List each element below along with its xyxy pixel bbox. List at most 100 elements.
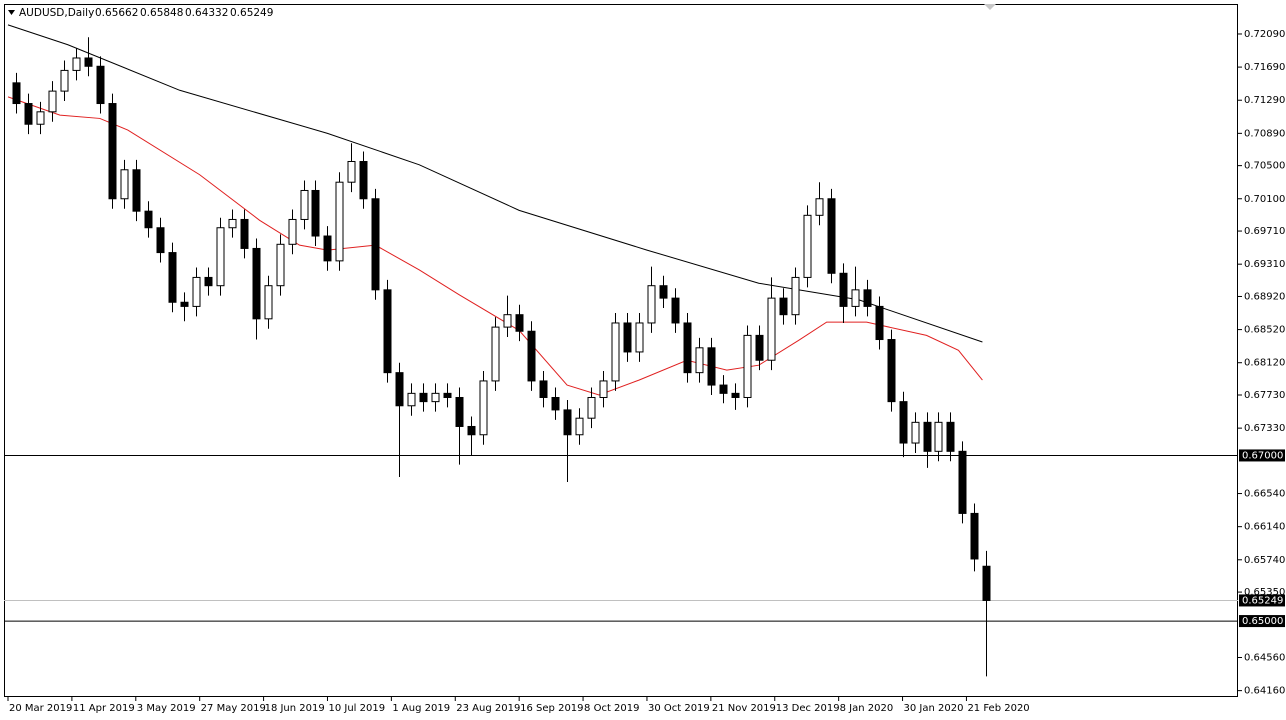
candle-body-up xyxy=(120,169,129,200)
x-tick-label: 21 Nov 2019 xyxy=(712,703,776,714)
candle-body-up xyxy=(407,392,416,407)
candle-body-down xyxy=(527,330,536,382)
candle-body-down xyxy=(623,322,632,353)
y-tick-label: 0.66140 xyxy=(1244,522,1285,533)
last-price-line-label: 0.65249 xyxy=(1242,595,1283,606)
x-tick-label: 10 Jul 2019 xyxy=(328,703,385,714)
candle-body-down xyxy=(419,392,428,403)
header-close: 0.65249 xyxy=(230,7,273,19)
candle-body-down xyxy=(84,57,93,67)
header-high: 0.65848 xyxy=(140,7,183,19)
candle-body-down xyxy=(779,297,788,316)
candle-body-up xyxy=(647,285,656,324)
y-tick-label: 0.69310 xyxy=(1244,259,1285,270)
candle-body-down xyxy=(827,198,836,274)
candle-body-down xyxy=(899,401,908,444)
candle-body-down xyxy=(539,380,548,398)
candle-body-up xyxy=(491,326,500,382)
candle-body-down xyxy=(467,425,476,436)
y-tick-label: 0.67330 xyxy=(1244,423,1285,434)
candle-body-up xyxy=(911,421,920,444)
candle-body-down xyxy=(395,372,404,407)
candle-body-down xyxy=(671,297,680,324)
candle-body-up xyxy=(216,227,225,287)
candle-body-down xyxy=(455,396,464,427)
candle-body-up xyxy=(300,189,309,220)
candle-body-down xyxy=(551,396,560,411)
candle-body-down xyxy=(515,314,524,332)
x-tick-label: 18 Jun 2019 xyxy=(265,703,325,714)
y-tick-label: 0.70500 xyxy=(1244,161,1285,172)
moving-average xyxy=(7,24,983,343)
candle-body-down xyxy=(311,189,320,237)
candle-body-up xyxy=(72,57,81,71)
candle-body-up xyxy=(635,322,644,353)
candle-body-down xyxy=(719,384,728,394)
candle-body-up xyxy=(36,111,45,125)
candle-body-down xyxy=(252,247,261,320)
candle-body-up xyxy=(587,396,596,419)
y-tick-label: 0.69710 xyxy=(1244,226,1285,237)
x-tick-label: 20 Mar 2019 xyxy=(9,703,72,714)
candle-body-down xyxy=(132,169,141,212)
candle-body-down xyxy=(180,301,189,307)
candle-body-up xyxy=(791,276,800,316)
candle-body-up xyxy=(803,214,812,278)
y-tick-label: 0.66540 xyxy=(1244,489,1285,500)
candle-body-down xyxy=(323,235,332,262)
level-line-box xyxy=(1239,449,1285,462)
candle-body-down xyxy=(24,103,33,125)
candle-body-down xyxy=(875,305,884,341)
candle-body-down xyxy=(683,322,692,374)
candle-body-up xyxy=(851,289,860,307)
y-tick-label: 0.70890 xyxy=(1244,128,1285,139)
candle-body-down xyxy=(12,82,21,105)
level-line-label: 0.65000 xyxy=(1242,616,1283,627)
candle-body-down xyxy=(144,210,153,229)
candle-body-down xyxy=(156,227,165,254)
x-tick-label: 30 Jan 2020 xyxy=(904,703,964,714)
candle-body-up xyxy=(431,392,440,403)
candle-body-down xyxy=(659,285,668,299)
symbol-label: AUDUSD,Daily xyxy=(19,7,94,19)
candle-body-up xyxy=(599,380,608,398)
candle-body-up xyxy=(503,314,512,328)
shift-marker xyxy=(984,4,996,10)
candle-body-down xyxy=(839,272,848,307)
candle-body-down xyxy=(923,421,932,452)
y-tick-label: 0.64560 xyxy=(1244,653,1285,664)
x-tick-label: 1 Aug 2019 xyxy=(392,703,450,714)
candle-body-down xyxy=(383,289,392,374)
x-tick-label: 16 Sep 2019 xyxy=(520,703,583,714)
y-tick-label: 0.70100 xyxy=(1244,194,1285,205)
candle-body-up xyxy=(767,297,776,361)
x-tick-label: 11 Apr 2019 xyxy=(73,703,135,714)
candle-body-down xyxy=(96,65,105,105)
x-tick-label: 30 Oct 2019 xyxy=(648,703,710,714)
candle-body-down xyxy=(731,392,740,398)
x-tick-label: 8 Oct 2019 xyxy=(584,703,639,714)
y-tick-label: 0.65350 xyxy=(1244,587,1285,598)
level-line-box xyxy=(1239,615,1285,628)
candle-body-up xyxy=(335,181,344,262)
header-arrow xyxy=(8,10,15,15)
candle-body-up xyxy=(815,198,824,216)
y-tick-label: 0.72090 xyxy=(1244,29,1285,40)
candle-body-up xyxy=(228,218,237,229)
candle-body-up xyxy=(264,285,273,320)
y-tick-label: 0.68120 xyxy=(1244,358,1285,369)
candle-body-down xyxy=(359,160,368,200)
header-low: 0.64332 xyxy=(185,7,228,19)
y-tick-label: 0.67730 xyxy=(1244,390,1285,401)
candle-body-up xyxy=(479,380,488,436)
y-tick-label: 0.68920 xyxy=(1244,291,1285,302)
header-open: 0.65662 xyxy=(95,7,138,19)
candle-body-down xyxy=(755,334,764,361)
x-tick-label: 13 Dec 2019 xyxy=(776,703,840,714)
x-tick-label: 8 Jan 2020 xyxy=(840,703,894,714)
candle-body-up xyxy=(288,218,297,245)
candle-body-up xyxy=(695,347,704,374)
candle-body-down xyxy=(863,289,872,307)
